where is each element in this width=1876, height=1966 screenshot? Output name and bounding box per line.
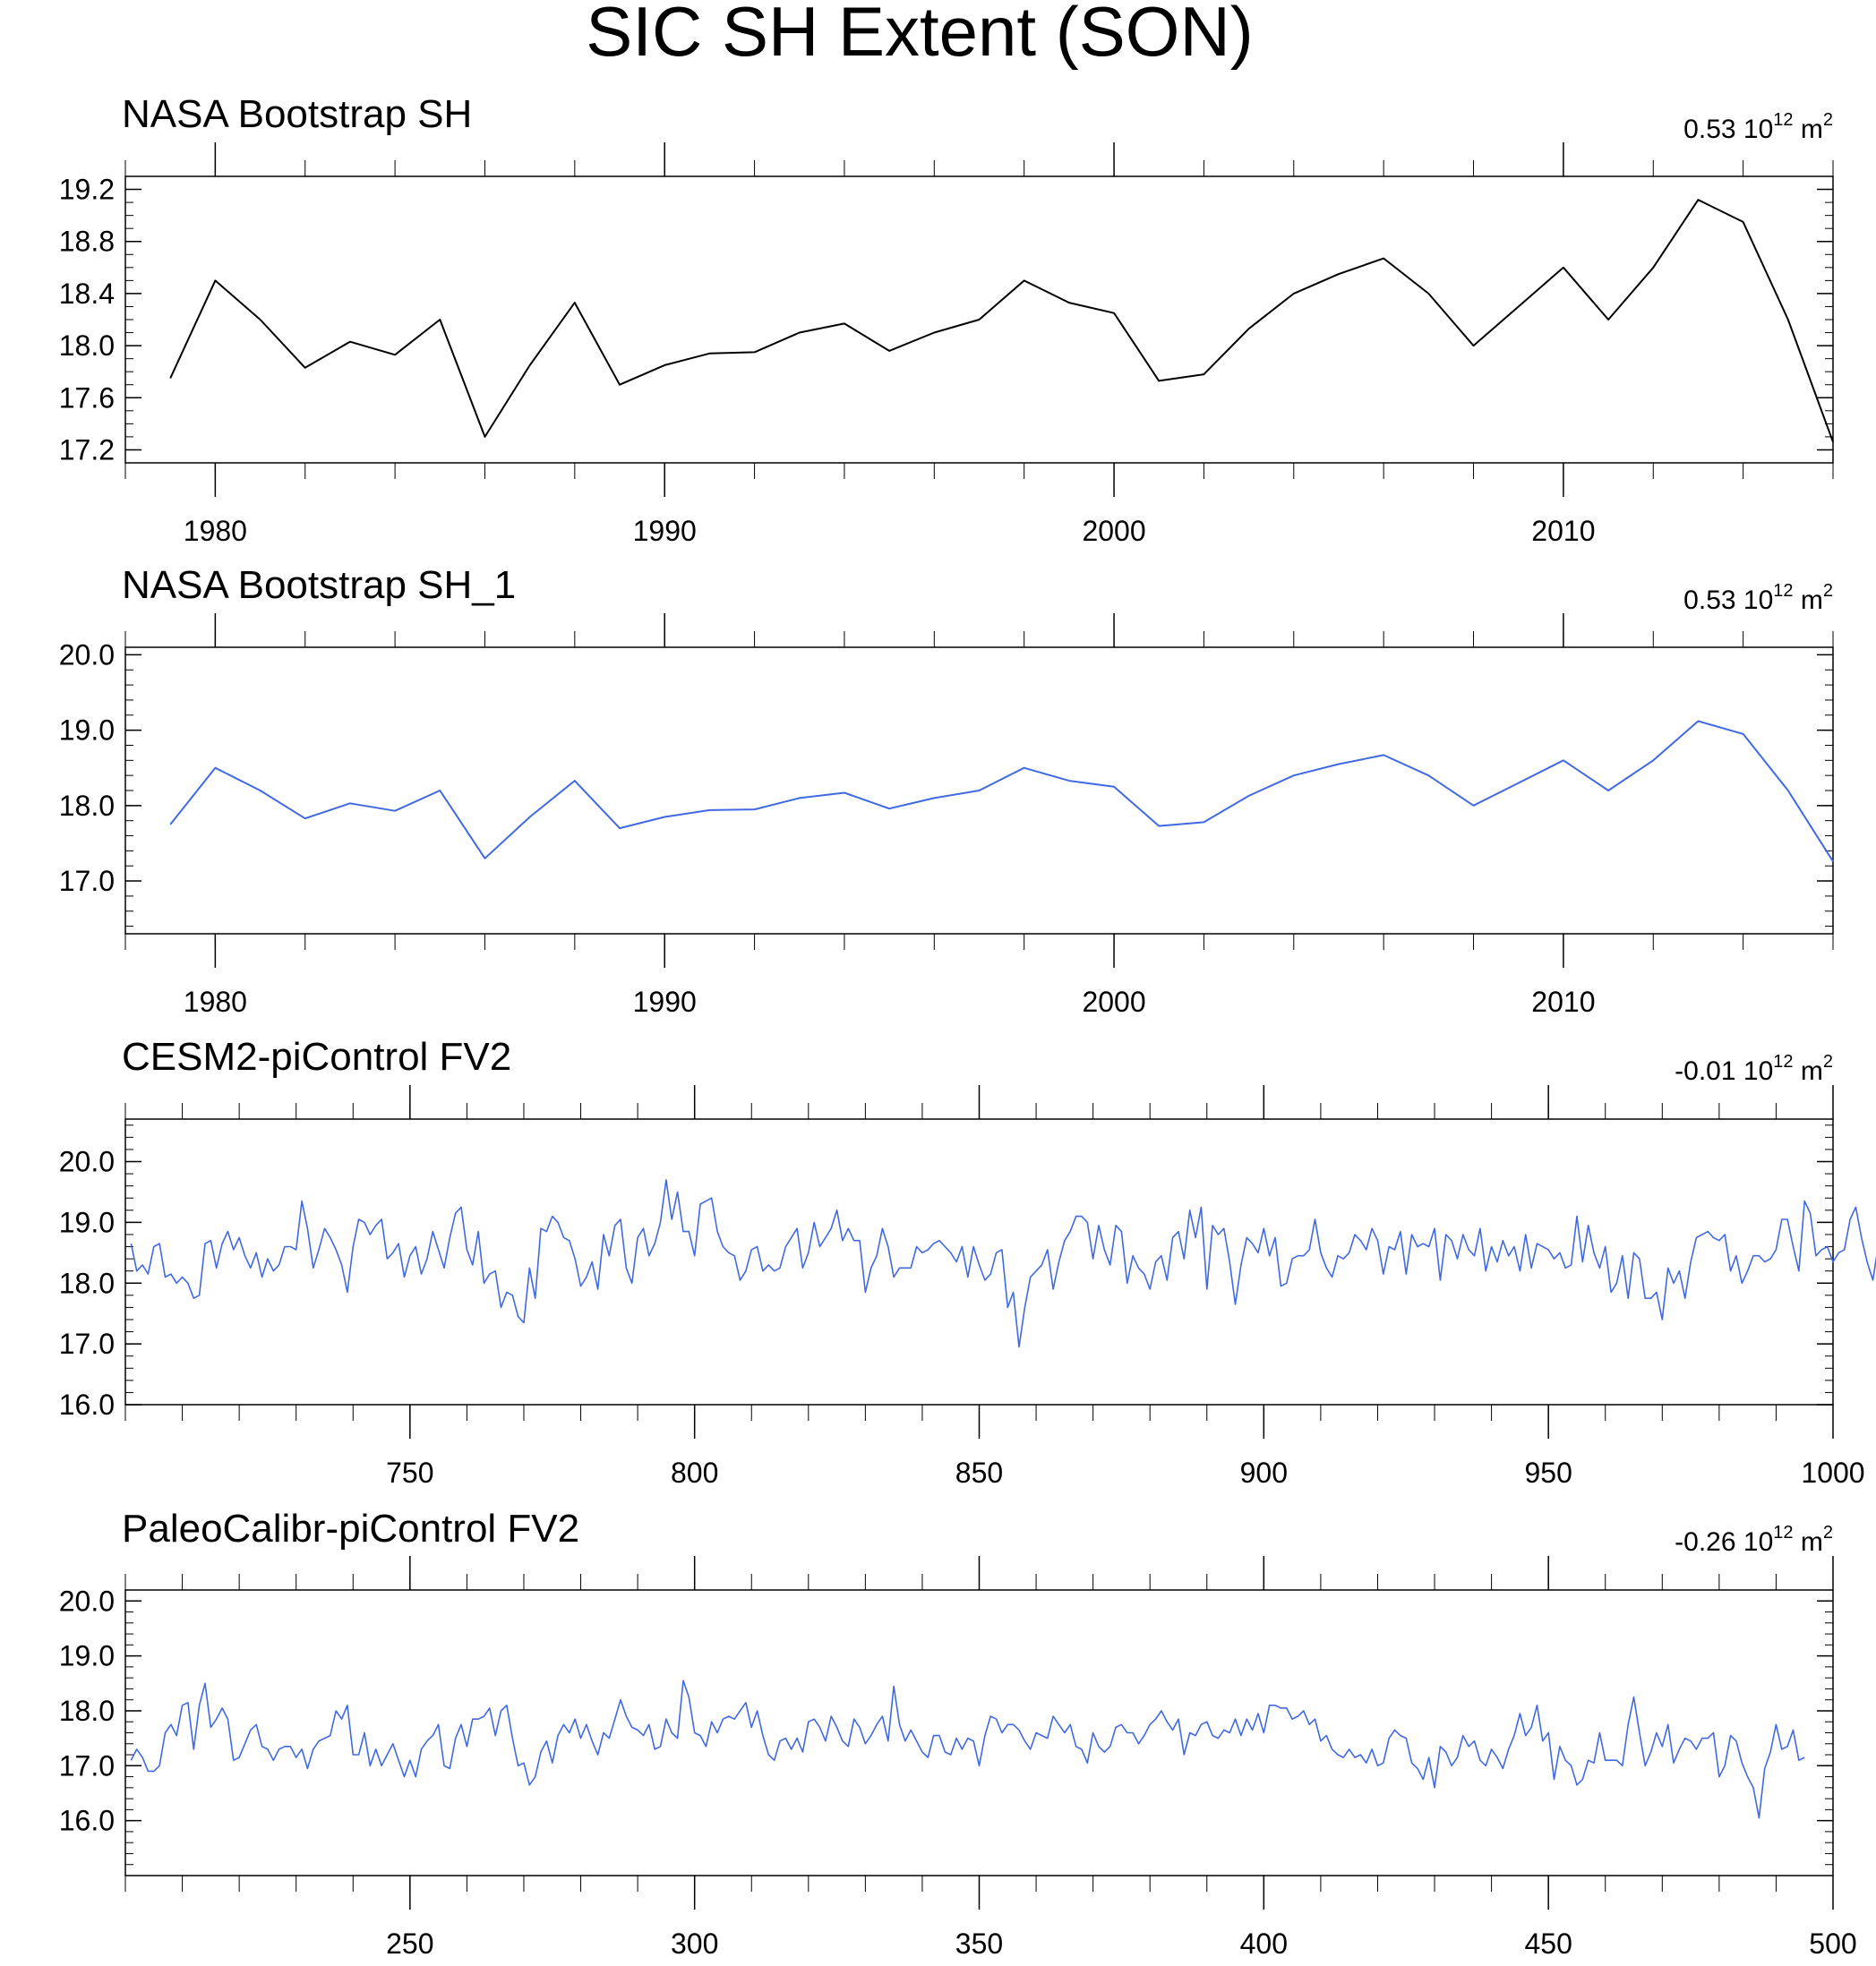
x-tick-label: 950: [1524, 1457, 1572, 1489]
x-tick-label: 2010: [1531, 515, 1595, 547]
figure-title: SIC SH Extent (SON): [586, 0, 1254, 71]
y-tick-label: 19.0: [59, 714, 115, 747]
y-tick-label: 17.0: [59, 865, 115, 897]
x-tick-label: 400: [1240, 1928, 1288, 1960]
x-tick-label: 800: [671, 1457, 718, 1489]
y-tick-label: 18.4: [59, 278, 115, 310]
y-tick-label: 18.0: [59, 790, 115, 822]
y-tick-label: 19.0: [59, 1206, 115, 1238]
series-line: [169, 720, 1834, 862]
y-tick-label: 17.6: [59, 381, 115, 414]
x-tick-label: 300: [671, 1928, 718, 1960]
panel-paleocalibr-picontrol: PaleoCalibr-piControl FV2 -0.26 1012 m2 …: [59, 1507, 1857, 1960]
y-tick-label: 19.2: [59, 174, 115, 206]
plot-frame: [124, 1589, 1834, 1876]
x-tick-label: 450: [1524, 1928, 1572, 1960]
x-tick-label: 1000: [1801, 1457, 1864, 1489]
series-line: [169, 199, 1834, 443]
panel-cesm2-picontrol: CESM2-piControl FV2 -0.01 1012 m2 16.0 17…: [59, 1035, 1876, 1489]
panel-title: PaleoCalibr-piControl FV2: [122, 1507, 579, 1551]
series-line: [130, 1680, 1805, 1819]
y-tick-label: 18.0: [59, 1695, 115, 1727]
x-tick-label: 1980: [184, 986, 247, 1018]
series-line: [130, 1179, 1876, 1348]
y-tick-label: 17.2: [59, 433, 115, 466]
panel-annotation: 0.53 1012 m2: [1683, 581, 1833, 615]
y-tick-label: 18.0: [59, 1267, 115, 1299]
panel-title: CESM2-piControl FV2: [122, 1035, 511, 1079]
y-tick-label: 20.0: [59, 638, 115, 671]
x-tick-label: 250: [386, 1928, 433, 1960]
y-tick-label: 20.0: [59, 1146, 115, 1178]
x-tick-label: 2000: [1082, 515, 1145, 547]
y-tick-label: 18.8: [59, 226, 115, 258]
x-tick-label: 350: [955, 1928, 1003, 1960]
y-tick-label: 16.0: [59, 1805, 115, 1837]
y-tick-label: 17.0: [59, 1749, 115, 1782]
panel-annotation: -0.01 1012 m2: [1675, 1052, 1833, 1086]
y-tick-label: 16.0: [59, 1389, 115, 1421]
panel-nasa-bootstrap-sh: NASA Bootstrap SH 0.53 1012 m2 17.2 17.6 1…: [59, 92, 1834, 547]
x-tick-label: 1990: [633, 986, 697, 1018]
x-tick-label: 900: [1240, 1457, 1288, 1489]
y-tick-label: 20.0: [59, 1585, 115, 1617]
panel-annotation: 0.53 1012 m2: [1683, 110, 1833, 144]
x-tick-label: 850: [955, 1457, 1003, 1489]
x-tick-label: 1980: [184, 515, 247, 547]
y-tick-label: 19.0: [59, 1640, 115, 1672]
plot-frame: [124, 1118, 1834, 1406]
x-tick-label: 2000: [1082, 986, 1145, 1018]
x-tick-label: 2010: [1531, 986, 1595, 1018]
panel-title: NASA Bootstrap SH: [122, 92, 472, 136]
panel-nasa-bootstrap-sh-1: NASA Bootstrap SH_1 0.53 1012 m2 17.0 18.…: [59, 563, 1834, 1018]
x-tick-label: 500: [1809, 1928, 1856, 1960]
x-tick-label: 750: [386, 1457, 433, 1489]
x-tick-label: 1990: [633, 515, 697, 547]
y-tick-label: 18.0: [59, 329, 115, 362]
panel-title: NASA Bootstrap SH_1: [122, 563, 516, 607]
y-tick-label: 17.0: [59, 1328, 115, 1360]
panel-annotation: -0.26 1012 m2: [1675, 1523, 1833, 1557]
